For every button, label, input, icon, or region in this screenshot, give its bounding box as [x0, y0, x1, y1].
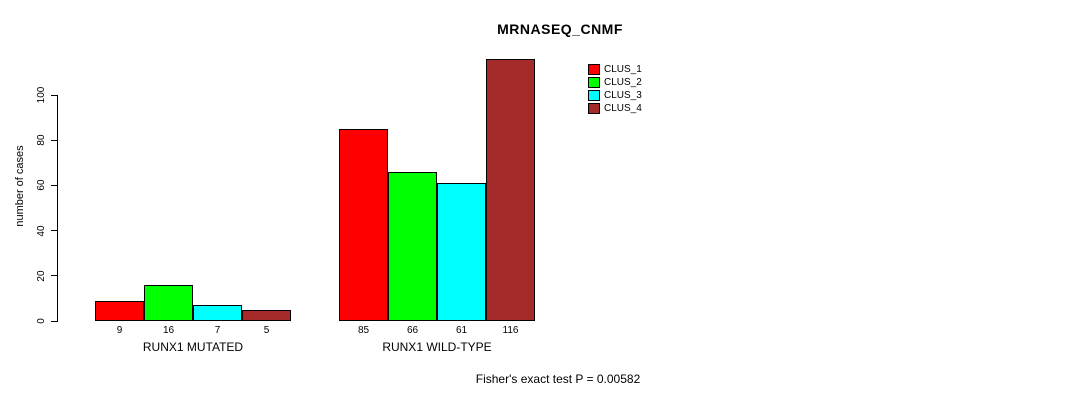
y-tick-label-0: 0 [36, 318, 47, 324]
y-axis-title: number of cases [14, 145, 26, 227]
bar-clus-3-runx1-mutated [193, 305, 242, 321]
y-tick-mark-40 [51, 230, 58, 232]
bar-clus-4-runx1-wild-type [486, 59, 535, 321]
y-tick-mark-80 [51, 139, 58, 141]
legend-label-clus-2: CLUS_2 [604, 77, 642, 88]
x-category-label-runx1-mutated: RUNX1 MUTATED [142, 340, 244, 354]
legend-item-clus-4: CLUS_4 [588, 103, 642, 114]
bar-value-clus-2-runx1-mutated: 16 [162, 325, 175, 336]
bar-clus-3-runx1-wild-type [437, 183, 486, 321]
bar-clus-1-runx1-mutated [95, 301, 144, 321]
legend-swatch-clus-2 [588, 77, 600, 88]
bar-value-clus-1-runx1-wild-type: 85 [357, 325, 370, 336]
chart-title: MRNASEQ_CNMF [497, 21, 623, 37]
bar-clus-2-runx1-mutated [144, 285, 193, 321]
bar-value-clus-2-runx1-wild-type: 66 [406, 325, 419, 336]
y-tick-mark-100 [51, 94, 58, 96]
legend-label-clus-3: CLUS_3 [604, 90, 642, 101]
bar-value-clus-3-runx1-wild-type: 61 [455, 325, 468, 336]
y-tick-label-80: 80 [36, 134, 47, 146]
bar-value-clus-4-runx1-wild-type: 116 [502, 325, 519, 336]
y-tick-label-60: 60 [36, 179, 47, 191]
legend-swatch-clus-1 [588, 64, 600, 75]
y-tick-label-40: 40 [36, 225, 47, 237]
y-tick-mark-20 [51, 275, 58, 277]
legend-label-clus-1: CLUS_1 [604, 64, 642, 75]
legend-label-clus-4: CLUS_4 [604, 103, 642, 114]
bar-value-clus-1-runx1-mutated: 9 [116, 325, 123, 336]
bar-value-clus-3-runx1-mutated: 7 [214, 325, 221, 336]
bar-clus-1-runx1-wild-type [339, 129, 388, 321]
bar-value-clus-4-runx1-mutated: 5 [263, 325, 270, 336]
legend-swatch-clus-3 [588, 90, 600, 101]
y-tick-label-100: 100 [36, 86, 47, 104]
legend: CLUS_1 CLUS_2 CLUS_3 CLUS_4 [588, 64, 642, 114]
bar-clus-2-runx1-wild-type [388, 172, 437, 321]
y-axis-line [57, 95, 58, 322]
y-tick-mark-0 [51, 320, 58, 322]
legend-item-clus-2: CLUS_2 [588, 77, 642, 88]
y-tick-mark-60 [51, 184, 58, 186]
legend-item-clus-3: CLUS_3 [588, 90, 642, 101]
fisher-test-annotation: Fisher's exact test P = 0.00582 [475, 372, 641, 386]
y-tick-label-20: 20 [36, 270, 47, 282]
bar-clus-4-runx1-mutated [242, 310, 291, 321]
legend-swatch-clus-4 [588, 103, 600, 114]
x-category-label-runx1-wild-type: RUNX1 WILD-TYPE [382, 340, 492, 354]
legend-item-clus-1: CLUS_1 [588, 64, 642, 75]
